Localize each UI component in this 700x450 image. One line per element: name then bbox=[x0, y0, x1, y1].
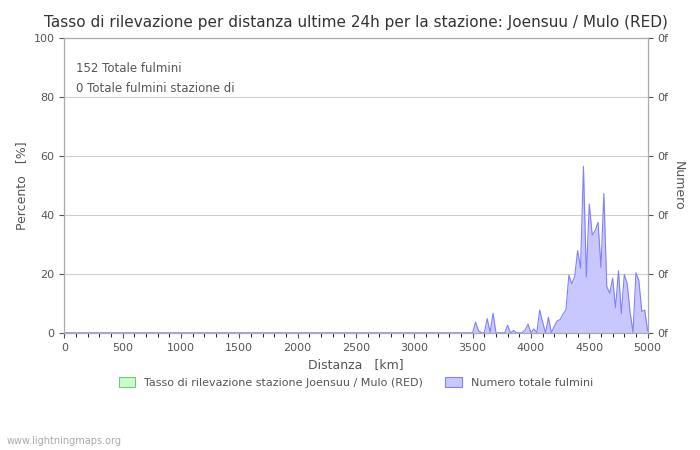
X-axis label: Distanza   [km]: Distanza [km] bbox=[308, 358, 404, 371]
Text: 152 Totale fulmini: 152 Totale fulmini bbox=[76, 62, 181, 75]
Title: Tasso di rilevazione per distanza ultime 24h per la stazione: Joensuu / Mulo (RE: Tasso di rilevazione per distanza ultime… bbox=[44, 15, 668, 30]
Legend: Tasso di rilevazione stazione Joensuu / Mulo (RED), Numero totale fulmini: Tasso di rilevazione stazione Joensuu / … bbox=[114, 373, 598, 392]
Text: www.lightningmaps.org: www.lightningmaps.org bbox=[7, 436, 122, 446]
Y-axis label: Numero: Numero bbox=[672, 161, 685, 210]
Y-axis label: Percento   [%]: Percento [%] bbox=[15, 141, 28, 230]
Text: 0 Totale fulmini stazione di: 0 Totale fulmini stazione di bbox=[76, 82, 235, 95]
